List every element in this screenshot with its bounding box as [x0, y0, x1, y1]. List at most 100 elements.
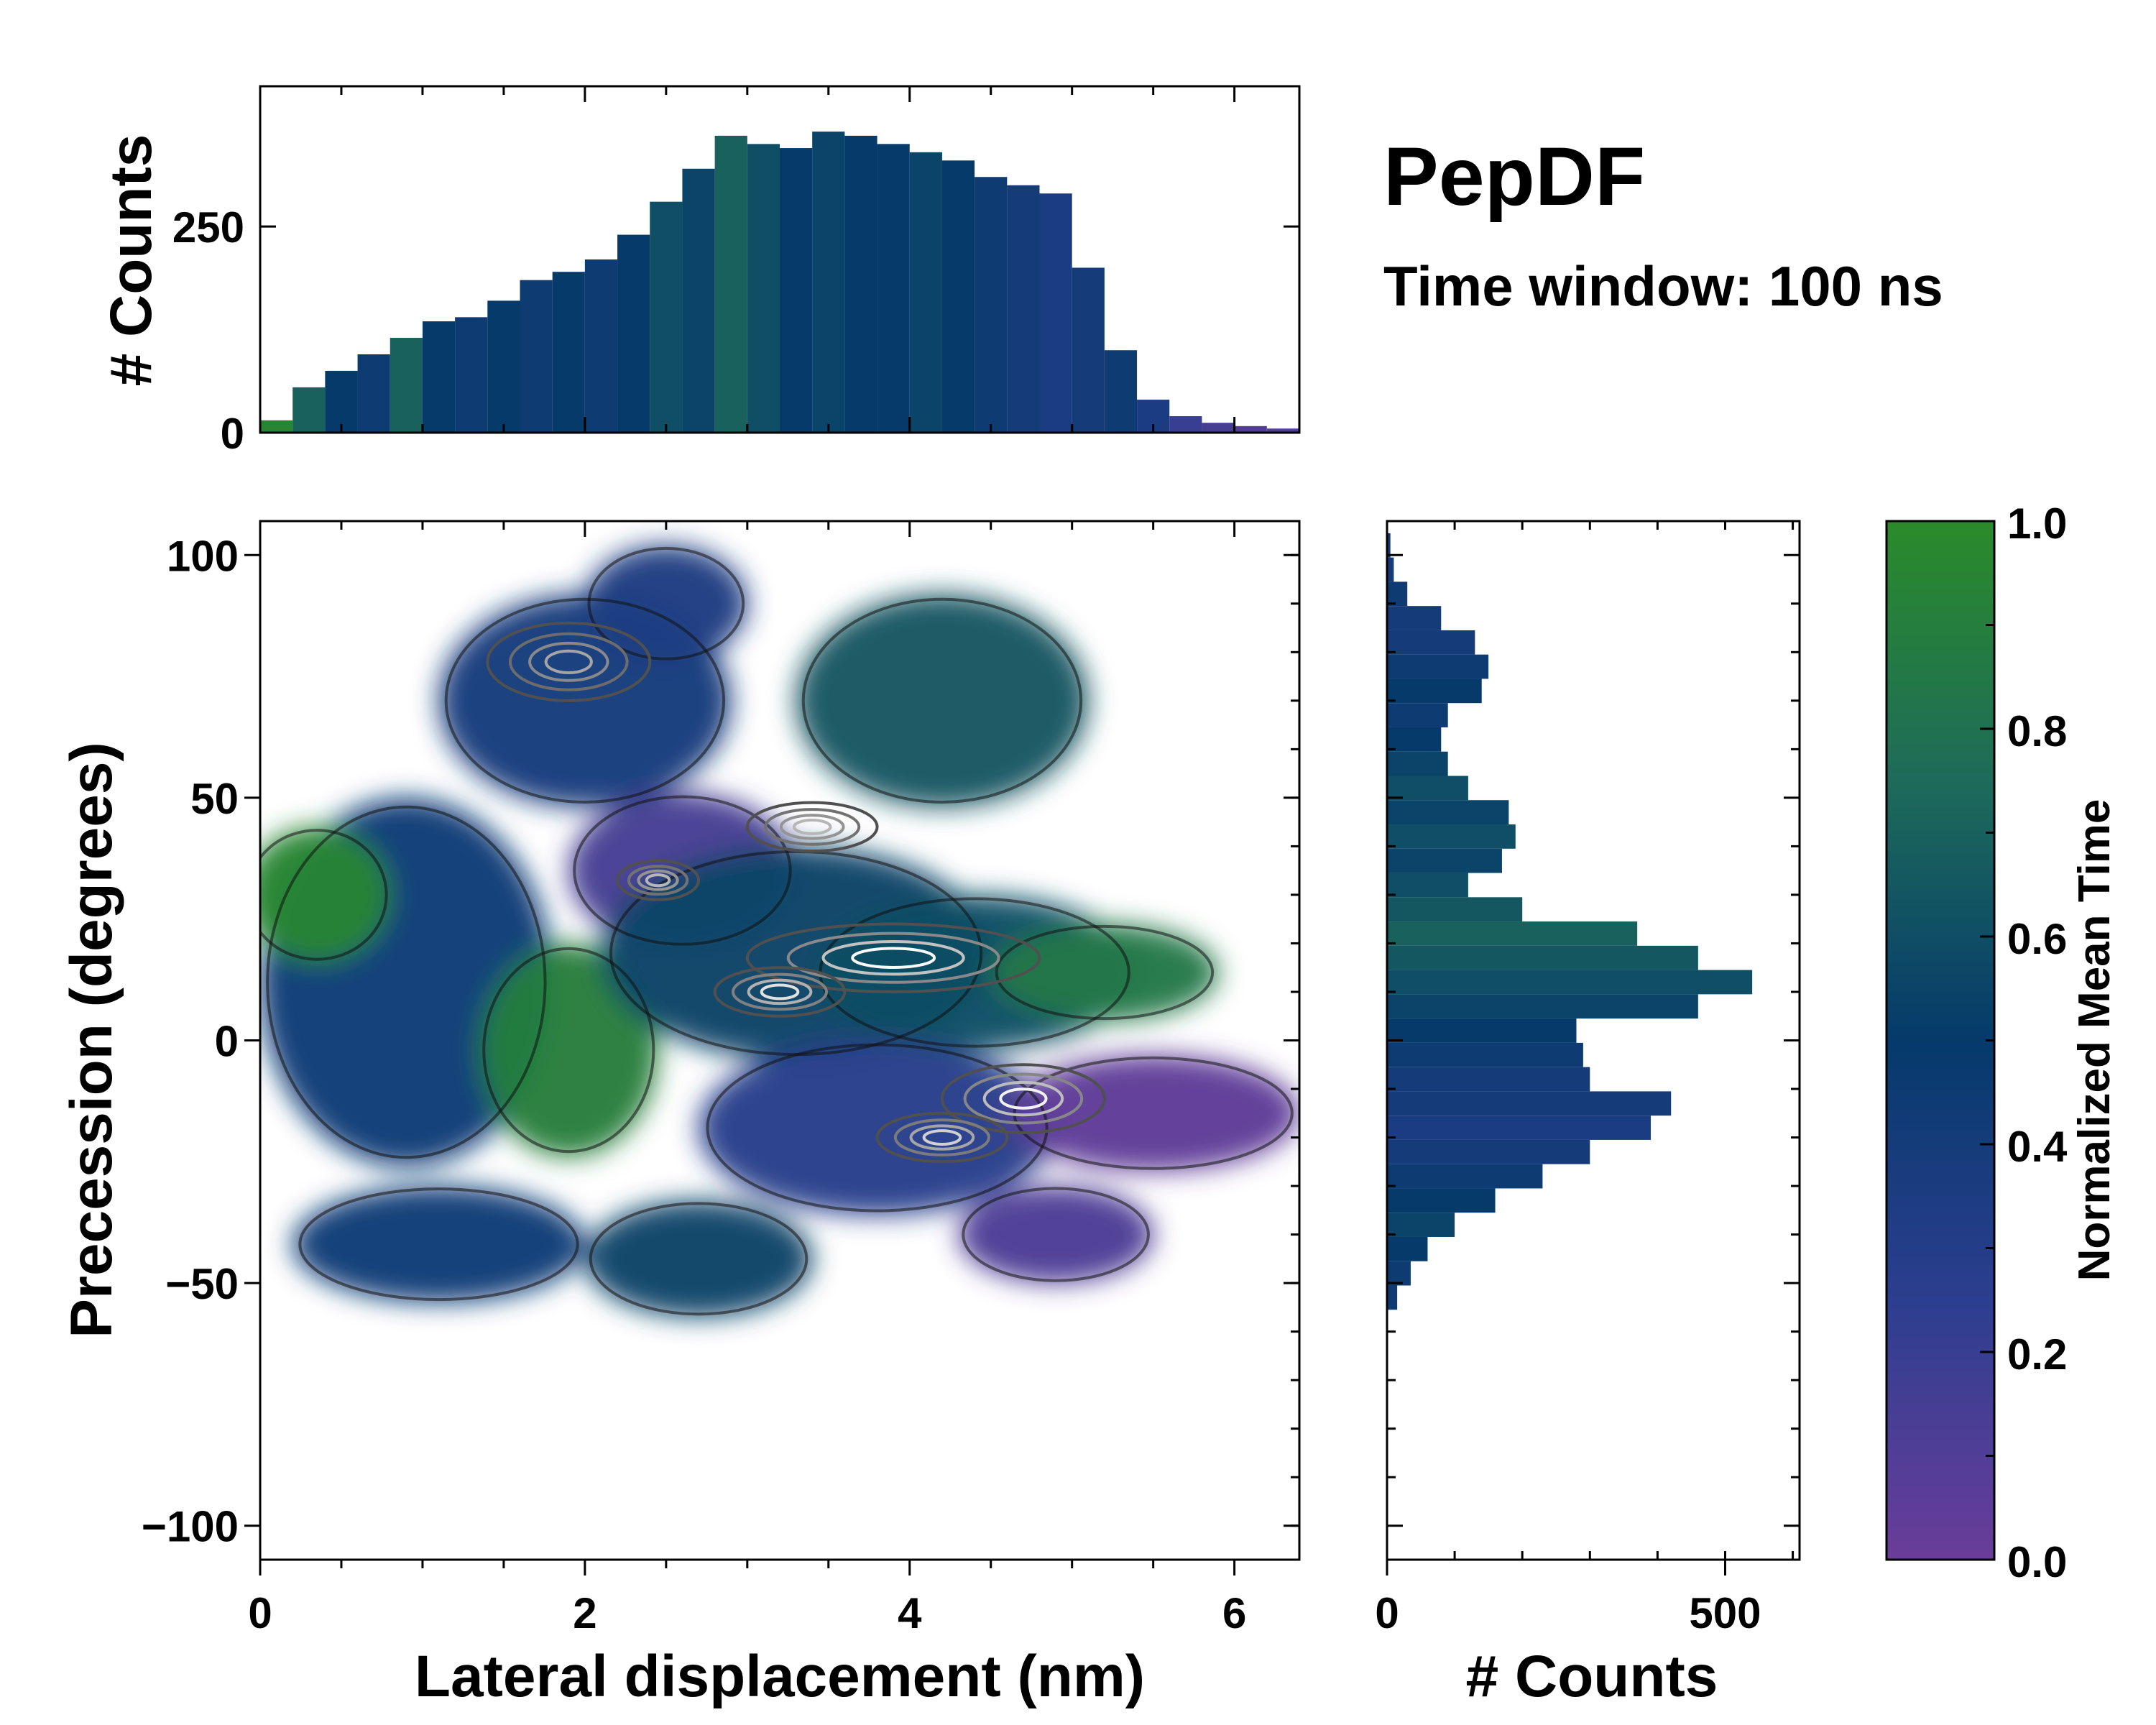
right-histogram-bar	[1387, 1067, 1590, 1092]
top-histogram-bar	[292, 387, 326, 433]
main-xtick-label: 4	[898, 1589, 922, 1637]
main-ytick-label: −50	[165, 1260, 239, 1308]
top-histogram-bar	[1202, 423, 1235, 433]
main-ytick-label: 50	[190, 775, 239, 823]
density-contour	[893, 1118, 991, 1156]
right-histogram-bar	[1387, 1018, 1577, 1043]
right-histogram-bar	[1387, 994, 1698, 1019]
right-histogram-bar	[1387, 848, 1502, 873]
density-contour-outer	[266, 805, 547, 1159]
right-histogram-bar	[1387, 897, 1523, 922]
right-histogram-bar	[1387, 1188, 1496, 1213]
right-histogram-xlabel: # Counts	[1466, 1644, 1718, 1709]
density-contour	[792, 818, 832, 835]
top-ytick-label: 250	[172, 203, 244, 252]
density-contour	[731, 972, 829, 1011]
density-contour-outer	[587, 546, 745, 661]
top-histogram-bar	[1072, 267, 1105, 433]
colorbar-tick-label: 0.2	[2007, 1330, 2067, 1379]
main-ylabel: Precession (degrees)	[59, 742, 124, 1338]
colorbar: 0.0 0.2 0.4 0.6 0.8 1.0 Normalized Mean Time	[1885, 500, 2119, 1586]
density-contour	[645, 873, 671, 888]
right-histogram-bar	[1387, 945, 1698, 970]
density-contour	[764, 808, 861, 846]
right-histogram-bar	[1387, 1091, 1672, 1116]
density-contour-outer	[995, 924, 1215, 1021]
heatmap-region	[292, 1186, 585, 1303]
density-contour-outer	[260, 829, 388, 961]
density-contour-outer	[962, 1187, 1150, 1282]
top-histogram-frame	[259, 85, 1301, 434]
right-histogram-bar	[1387, 581, 1408, 607]
density-contour	[508, 632, 629, 691]
top-histogram-bar	[487, 300, 520, 433]
density-contour	[747, 978, 813, 1006]
main-ytick-label: 0	[215, 1018, 239, 1066]
density-contour-outer	[706, 1043, 1049, 1213]
density-contour	[616, 859, 701, 901]
top-histogram-bar	[682, 168, 715, 433]
top-histogram-bar	[422, 321, 456, 433]
top-ytick-label: 0	[221, 410, 244, 458]
density-contour	[909, 1124, 975, 1151]
density-contour	[779, 814, 845, 840]
heatmap-region	[990, 924, 1219, 1021]
density-contour	[922, 1129, 962, 1146]
right-histogram-bar	[1387, 921, 1638, 946]
main-xtick-label: 0	[248, 1589, 272, 1637]
top-histogram-bar	[714, 135, 747, 433]
right-histogram-bar	[1387, 606, 1442, 630]
top-histogram-bar	[941, 160, 975, 433]
main-xtick-label: 2	[573, 1589, 596, 1637]
density-contour	[963, 1072, 1084, 1125]
right-histogram-bar	[1387, 1261, 1411, 1286]
density-contour	[786, 932, 1000, 984]
colorbar-tick-label: 0.6	[2007, 915, 2067, 963]
top-histogram-bar	[812, 132, 845, 433]
heatmap-region	[260, 827, 390, 963]
density-contour	[940, 1063, 1106, 1134]
density-contour	[875, 1111, 1009, 1164]
heatmap-region	[584, 545, 747, 662]
right-histogram-bar	[1387, 1213, 1455, 1237]
density-contour	[627, 865, 689, 896]
density-contour-outer	[801, 597, 1083, 804]
density-contour-outer	[298, 1187, 579, 1302]
right-histogram-bar	[1387, 1042, 1583, 1067]
main-xlabel: Lateral displacement (nm)	[415, 1644, 1145, 1709]
density-contour	[745, 922, 1041, 993]
top-histogram-bar	[747, 144, 780, 433]
top-histogram-bar	[325, 370, 358, 433]
top-histogram-bar	[1007, 185, 1040, 433]
right-histogram-bar	[1387, 630, 1475, 655]
density-contour	[528, 641, 609, 682]
colorbar-label: Normalized Mean Time	[2070, 799, 2119, 1282]
main-xtick-label: 6	[1222, 1589, 1246, 1637]
density-contour-outer	[589, 1202, 808, 1316]
right-histogram-bar	[1387, 751, 1448, 776]
right-histogram-bar	[1387, 533, 1391, 558]
main-ytick-label: 100	[167, 532, 239, 580]
density-contour	[851, 947, 936, 969]
top-histogram-bar	[909, 152, 942, 433]
top-histogram-bar	[520, 280, 553, 433]
right-histogram-bar	[1387, 873, 1468, 898]
top-histogram-bar	[1234, 426, 1267, 433]
right-histogram-bar	[1387, 678, 1482, 704]
top-histogram-bar	[617, 234, 650, 433]
top-histogram-bar	[780, 148, 813, 433]
heatmap-region	[584, 1200, 813, 1317]
top-histogram-bar	[975, 177, 1008, 433]
top-histogram-bar	[1169, 416, 1202, 433]
colorbar-gradient	[1885, 520, 1996, 1561]
right-xtick-label: 0	[1375, 1589, 1399, 1637]
main-heatmap: 0 2 4 6 −100 −50 0 50 100 Lateral displacement (…	[59, 520, 1301, 1709]
top-histogram-bar	[260, 420, 293, 433]
top-histogram-bar	[1104, 350, 1138, 433]
right-xtick-label: 500	[1689, 1589, 1761, 1637]
top-histogram-ylabel: # Counts	[98, 134, 164, 387]
figure-title: PepDF	[1383, 131, 1645, 223]
top-histogram-bar	[390, 338, 423, 433]
density-contour	[760, 983, 800, 1000]
